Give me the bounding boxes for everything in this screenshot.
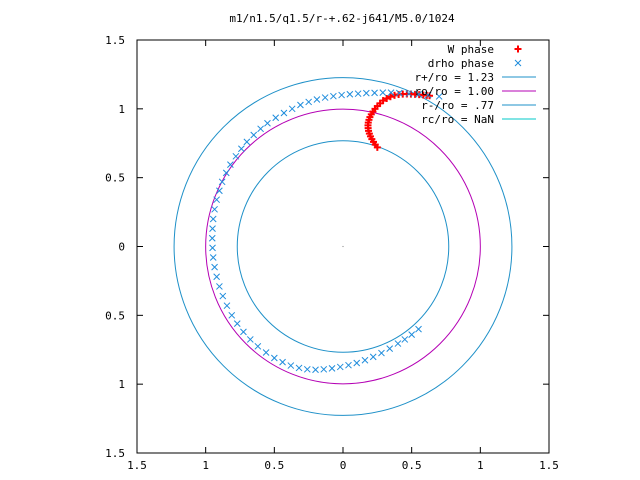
cross-point (415, 325, 422, 333)
cross-point (312, 366, 319, 374)
cross-point (254, 342, 262, 350)
cross-point (218, 178, 226, 186)
cross-point (213, 196, 221, 204)
plus-point (379, 97, 387, 105)
cross-point (415, 91, 422, 98)
cross-point (211, 205, 218, 213)
cross-point (264, 119, 271, 127)
cross-point (209, 215, 217, 223)
x-tick-label: 1.5 (539, 459, 559, 472)
y-tick-label: 1.5 (105, 447, 125, 460)
cross-point (303, 365, 311, 373)
cross-point (287, 362, 295, 369)
cross-point (346, 90, 354, 98)
legend-plus-sample (514, 45, 522, 53)
y-tick-label: 1 (118, 378, 125, 391)
legend-label: W phase (448, 43, 494, 56)
cross-point (270, 354, 278, 362)
x-tick-label: 0 (340, 459, 347, 472)
cross-point (405, 90, 413, 98)
legend-cross-sample (514, 59, 522, 67)
cross-point (320, 365, 328, 373)
cross-point (216, 283, 223, 290)
cross-point (328, 364, 336, 372)
cross-point (336, 363, 344, 371)
reference-circle (236, 140, 450, 353)
cross-point (279, 358, 286, 366)
x-tick-label: 0.5 (264, 459, 284, 472)
cross-point (262, 349, 270, 356)
y-tick-label: 1.5 (105, 34, 125, 47)
cross-point (240, 328, 247, 336)
x-tick-label: 0.5 (402, 459, 422, 472)
legend-label: drho phase (428, 57, 494, 70)
y-tick-label: 0.5 (105, 172, 125, 185)
reference-circle (173, 77, 513, 416)
cross-point (238, 145, 245, 153)
plus-point (383, 95, 391, 103)
x-tick-label: 1 (477, 459, 484, 472)
cross-point (272, 114, 280, 122)
cross-point (362, 89, 370, 97)
cross-point (208, 234, 216, 242)
cross-point (250, 131, 258, 139)
origin-marker (342, 245, 344, 248)
cross-point (330, 92, 337, 100)
cross-point (435, 93, 443, 100)
cross-point (209, 254, 217, 261)
cross-point (219, 292, 227, 300)
cross-point (211, 263, 218, 271)
cross-point (387, 89, 395, 96)
cross-point (227, 161, 234, 168)
cross-point (209, 225, 216, 232)
y-tick-label: 0 (118, 241, 125, 254)
cross-point (386, 345, 394, 353)
cross-point (338, 91, 345, 99)
cross-point (369, 353, 377, 361)
x-tick-label: 1.5 (127, 459, 147, 472)
cross-point (297, 101, 304, 109)
cross-point (280, 109, 288, 117)
cross-point (395, 89, 403, 97)
x-tick-label: 1 (202, 459, 209, 472)
cross-point (378, 349, 385, 357)
legend-label: rc/ro = NaN (421, 113, 494, 126)
cross-point (295, 364, 303, 372)
cross-point (321, 94, 329, 101)
cross-point (288, 105, 296, 113)
cross-point (379, 89, 387, 96)
cross-point (345, 361, 352, 369)
cross-point (394, 340, 402, 347)
legend-label: ro/ro = 1.00 (415, 85, 494, 98)
cross-point (305, 98, 313, 106)
cross-point (233, 320, 241, 327)
cross-point (401, 336, 409, 343)
cross-point (246, 336, 254, 343)
cross-point (424, 91, 432, 99)
cross-point (313, 96, 321, 103)
cross-point (209, 244, 216, 252)
cross-point (232, 152, 240, 160)
cross-point (354, 90, 362, 98)
cross-point (353, 359, 361, 367)
y-tick-label: 0.5 (105, 309, 125, 322)
cross-point (228, 311, 236, 319)
cross-point (222, 169, 230, 177)
cross-point (361, 356, 369, 364)
cross-point (216, 187, 223, 195)
chart-title: m1/n1.5/q1.5/r-+.62-j641/M5.0/1024 (229, 12, 455, 25)
legend-label: r+/ro = 1.23 (415, 71, 494, 84)
cross-point (213, 273, 221, 281)
cross-point (408, 331, 416, 338)
plus-point (386, 93, 394, 101)
y-tick-label: 1 (118, 103, 125, 116)
reference-circle (205, 108, 481, 385)
cross-point (371, 89, 378, 97)
cross-point (223, 302, 231, 310)
legend-label: r-/ro = .77 (421, 99, 494, 112)
cross-point (243, 138, 251, 146)
cross-point (257, 125, 264, 133)
